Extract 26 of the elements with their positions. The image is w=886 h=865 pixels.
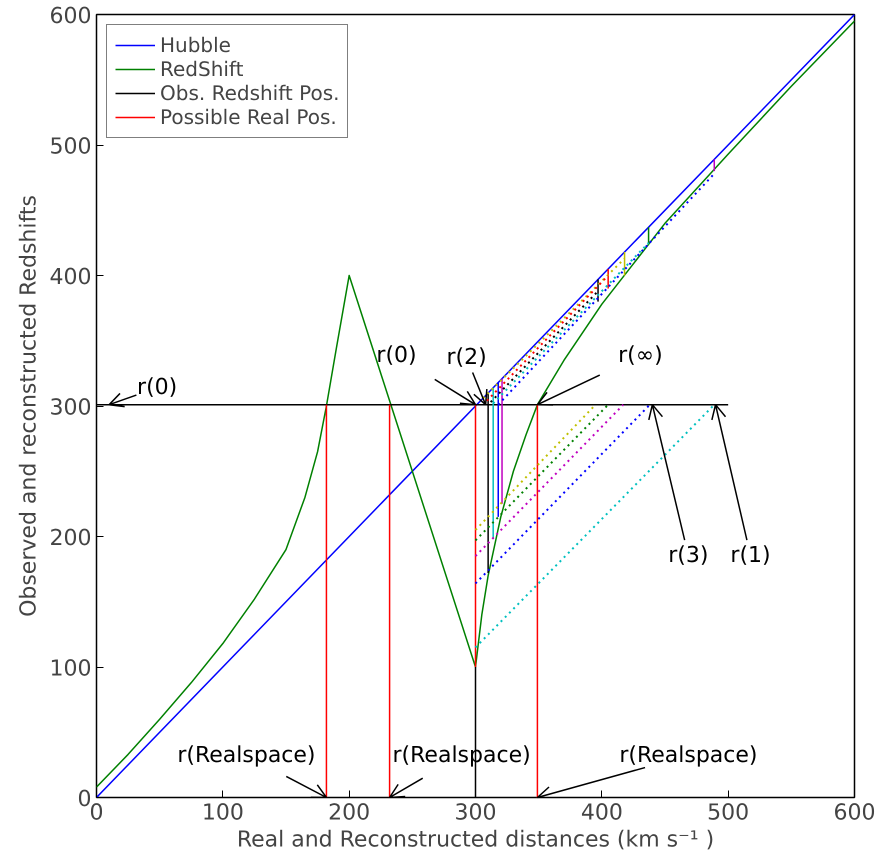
x-tick-label: 300 — [454, 800, 497, 826]
annotation: r(∞) — [618, 343, 663, 368]
x-tick-label: 600 — [834, 800, 876, 826]
annotation: r(3) — [668, 543, 708, 568]
legend-label: Possible Real Pos. — [160, 105, 337, 129]
y-tick-label: 300 — [50, 396, 92, 420]
annotation: r(2) — [446, 345, 487, 370]
legend-label: Hubble — [160, 33, 231, 57]
y-tick-label: 500 — [50, 134, 92, 160]
annotation: r(Realspace) — [619, 743, 758, 768]
x-tick-label: 500 — [707, 800, 750, 826]
legend-label: RedShift — [160, 57, 244, 81]
legend-label: Obs. Redshift Pos. — [160, 81, 340, 105]
y-tick-label: 400 — [50, 265, 92, 290]
y-tick-label: 100 — [50, 656, 92, 682]
x-tick-label: 100 — [202, 800, 244, 826]
y-axis-title: Observed and reconstructed Redshifts — [16, 195, 42, 617]
y-tick-label: 600 — [50, 4, 92, 29]
annotation: r(0) — [376, 343, 417, 368]
annotation: r(0) — [137, 375, 178, 400]
x-tick-label: 400 — [580, 800, 623, 826]
annotation: r(Realspace) — [177, 743, 316, 768]
y-tick-label: 200 — [50, 526, 92, 551]
x-tick-label: 200 — [328, 800, 370, 826]
annotation: r(1) — [730, 543, 771, 568]
x-axis-title: Real and Reconstructed distances (km s⁻¹ ) — [236, 828, 714, 852]
